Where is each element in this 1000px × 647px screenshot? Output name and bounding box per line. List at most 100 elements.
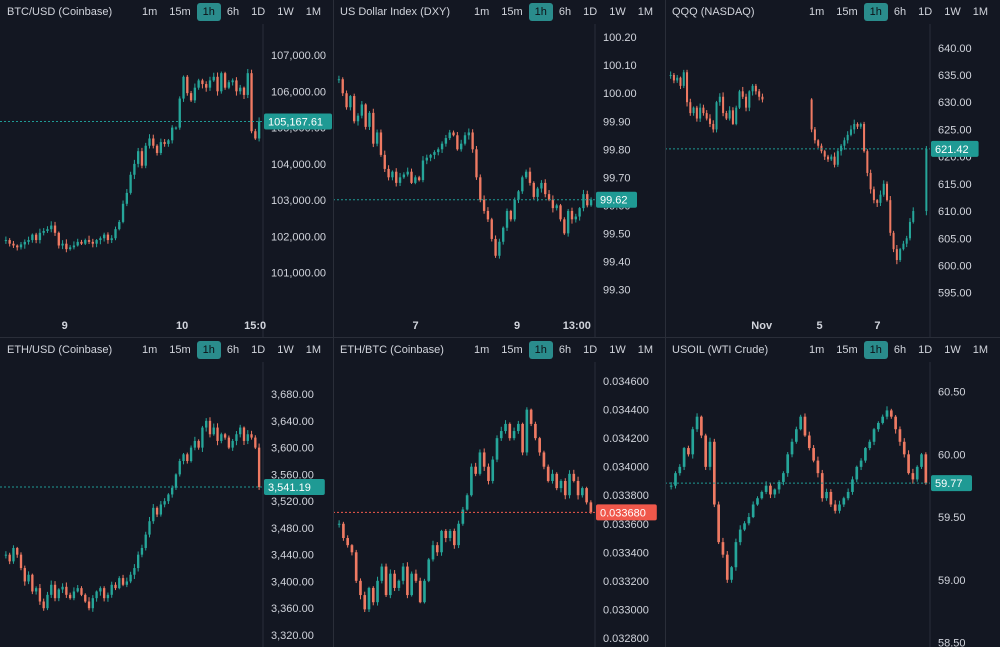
candle[interactable]	[691, 426, 695, 459]
candle[interactable]	[840, 144, 843, 156]
candle[interactable]	[859, 122, 862, 129]
candle[interactable]	[760, 490, 764, 500]
candle[interactable]	[189, 445, 193, 463]
candle[interactable]	[410, 168, 413, 184]
candle[interactable]	[718, 93, 721, 106]
candle[interactable]	[376, 576, 379, 606]
candle[interactable]	[517, 189, 520, 204]
candle[interactable]	[751, 501, 755, 519]
candlestick-chart[interactable]: 99.3099.4099.5099.6099.7099.8099.90100.0…	[333, 0, 665, 337]
candle[interactable]	[148, 516, 151, 538]
candle[interactable]	[125, 577, 129, 588]
candle[interactable]	[695, 413, 699, 432]
candle[interactable]	[830, 154, 833, 161]
candle[interactable]	[490, 217, 493, 242]
candle[interactable]	[216, 423, 219, 446]
candle[interactable]	[786, 452, 790, 477]
candlestick-chart[interactable]: 3,320.00 3,360.00 3,400.00 3,440.00 3,480.00…	[0, 338, 333, 647]
candle[interactable]	[350, 544, 354, 556]
candle[interactable]	[735, 105, 738, 126]
timeframe-button-6h[interactable]: 6h	[226, 6, 240, 18]
candle[interactable]	[136, 147, 140, 168]
timeframe-button-1h[interactable]: 1h	[528, 341, 553, 359]
candle[interactable]	[425, 154, 428, 165]
candle[interactable]	[544, 179, 547, 198]
candle[interactable]	[437, 147, 440, 156]
candle[interactable]	[773, 488, 777, 498]
panel-divider[interactable]	[0, 337, 1000, 338]
timeframe-button-1m[interactable]: 1m	[141, 344, 158, 356]
candle[interactable]	[536, 186, 539, 202]
candle[interactable]	[730, 565, 733, 583]
candle[interactable]	[163, 498, 166, 508]
candle[interactable]	[197, 78, 200, 90]
candle[interactable]	[925, 146, 928, 216]
candle[interactable]	[491, 456, 495, 484]
candle[interactable]	[356, 113, 360, 126]
candle[interactable]	[250, 430, 253, 440]
candle[interactable]	[899, 247, 902, 262]
candle[interactable]	[152, 134, 155, 149]
chart-panel[interactable]: 99.3099.4099.5099.6099.7099.8099.90100.0…	[333, 0, 665, 337]
candle[interactable]	[741, 86, 744, 99]
candle[interactable]	[816, 456, 820, 478]
candle[interactable]	[895, 245, 898, 265]
candle[interactable]	[402, 172, 406, 179]
candle[interactable]	[754, 83, 757, 95]
candle[interactable]	[364, 103, 367, 130]
candle[interactable]	[712, 438, 716, 508]
timeframe-button-1h[interactable]: 1h	[863, 3, 888, 21]
candle[interactable]	[589, 197, 593, 207]
candle[interactable]	[337, 520, 341, 528]
candle[interactable]	[712, 120, 715, 133]
panel-divider[interactable]	[333, 0, 334, 647]
candle[interactable]	[359, 578, 362, 600]
candle[interactable]	[201, 425, 204, 452]
symbol-title[interactable]: BTC/USD (Coinbase)	[7, 6, 113, 18]
candle[interactable]	[538, 436, 541, 456]
candle[interactable]	[34, 232, 38, 244]
timeframe-button-1D[interactable]: 1D	[583, 344, 598, 356]
candle[interactable]	[499, 426, 503, 441]
candle[interactable]	[435, 542, 439, 556]
candle[interactable]	[152, 504, 155, 524]
candle[interactable]	[76, 585, 79, 593]
timeframe-button-1h[interactable]: 1h	[863, 341, 888, 359]
candle[interactable]	[512, 427, 516, 441]
candle[interactable]	[699, 103, 702, 122]
candle[interactable]	[478, 449, 482, 476]
candle[interactable]	[864, 446, 867, 463]
candle[interactable]	[239, 84, 242, 95]
candle[interactable]	[843, 137, 846, 150]
candle[interactable]	[31, 573, 34, 595]
timeframe-button-6h[interactable]: 6h	[558, 6, 572, 18]
timeframe-button-1W[interactable]: 1W	[609, 6, 626, 18]
candle[interactable]	[915, 465, 919, 482]
candle[interactable]	[155, 144, 159, 156]
candle[interactable]	[482, 195, 486, 214]
candle[interactable]	[470, 463, 473, 497]
candle[interactable]	[384, 563, 388, 597]
candle[interactable]	[702, 104, 705, 116]
candle[interactable]	[682, 69, 685, 89]
candle[interactable]	[398, 172, 402, 187]
candle[interactable]	[363, 591, 367, 613]
candle[interactable]	[463, 132, 467, 146]
candle[interactable]	[868, 439, 872, 451]
candle[interactable]	[410, 571, 413, 597]
candle[interactable]	[372, 108, 375, 148]
candle[interactable]	[53, 581, 57, 602]
candle[interactable]	[257, 443, 261, 490]
candle[interactable]	[144, 142, 147, 169]
candle[interactable]	[159, 138, 163, 156]
candle[interactable]	[494, 235, 497, 258]
candle[interactable]	[495, 435, 499, 463]
candle[interactable]	[576, 476, 580, 500]
candle[interactable]	[838, 500, 841, 514]
candle[interactable]	[700, 415, 703, 439]
candle[interactable]	[99, 236, 102, 245]
candle[interactable]	[38, 228, 42, 244]
candle[interactable]	[129, 171, 132, 195]
candle[interactable]	[379, 129, 383, 157]
candle[interactable]	[745, 93, 748, 112]
